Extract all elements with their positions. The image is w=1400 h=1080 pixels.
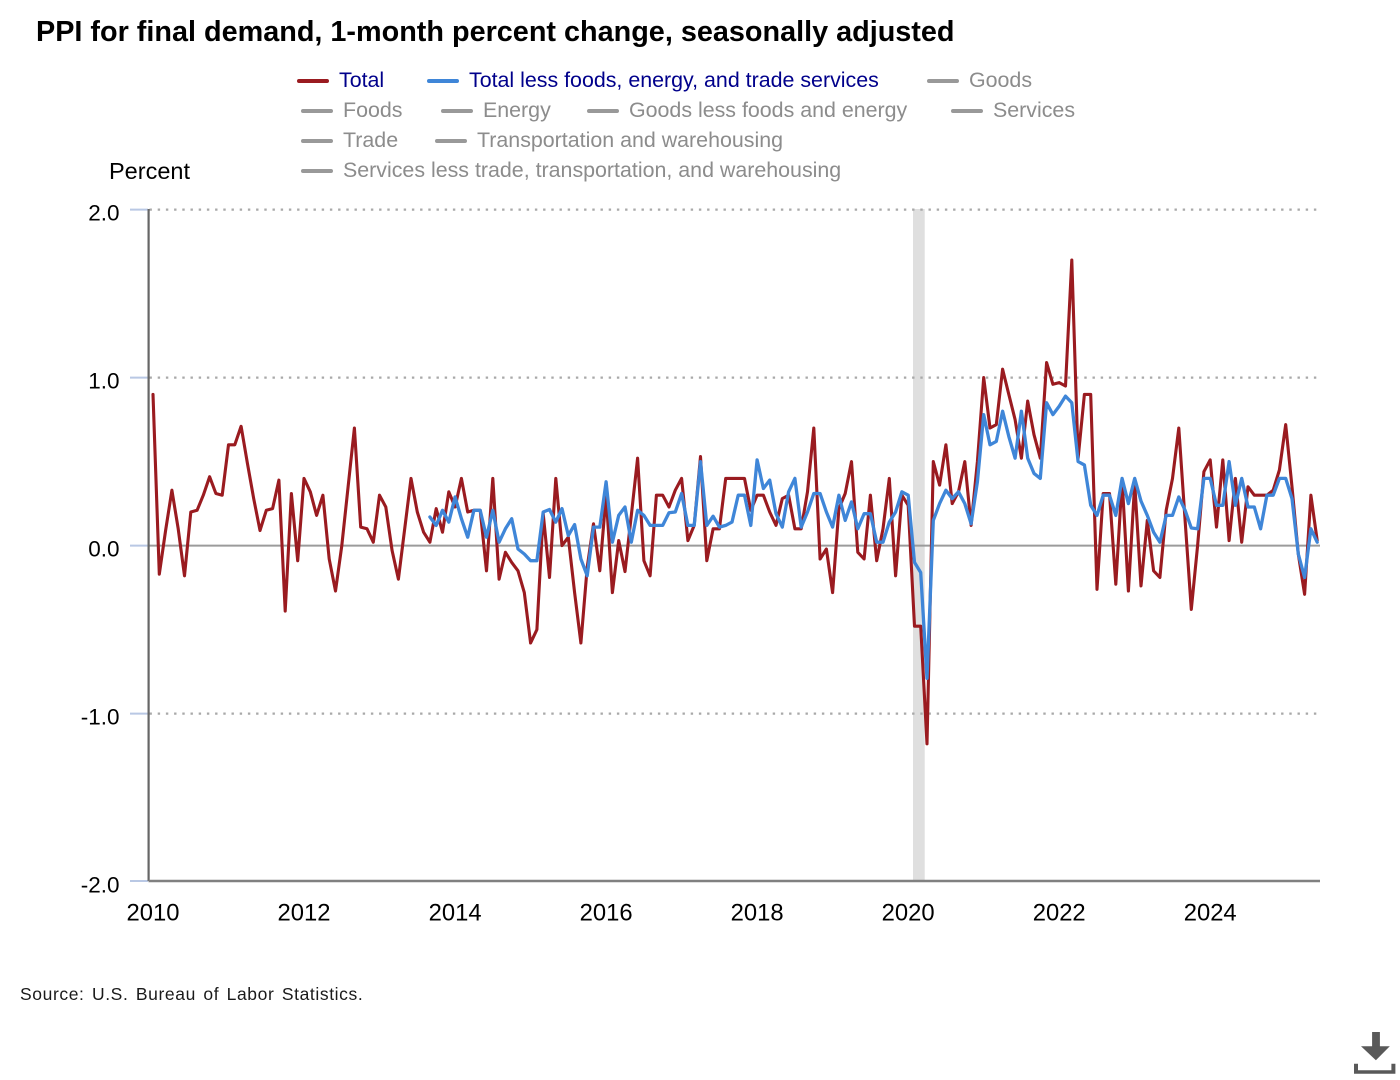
svg-text:2020: 2020 [882, 900, 935, 927]
svg-text:1.0: 1.0 [88, 369, 119, 394]
svg-text:2022: 2022 [1033, 900, 1086, 927]
svg-text:2.0: 2.0 [88, 201, 119, 226]
svg-text:-2.0: -2.0 [81, 873, 120, 898]
svg-text:2014: 2014 [429, 900, 482, 927]
svg-text:2010: 2010 [127, 900, 180, 927]
svg-text:2012: 2012 [278, 900, 331, 927]
svg-text:-1.0: -1.0 [81, 705, 120, 730]
svg-text:2018: 2018 [731, 900, 784, 927]
svg-text:2016: 2016 [580, 900, 633, 927]
svg-text:2024: 2024 [1184, 900, 1237, 927]
svg-text:0.0: 0.0 [88, 537, 119, 562]
